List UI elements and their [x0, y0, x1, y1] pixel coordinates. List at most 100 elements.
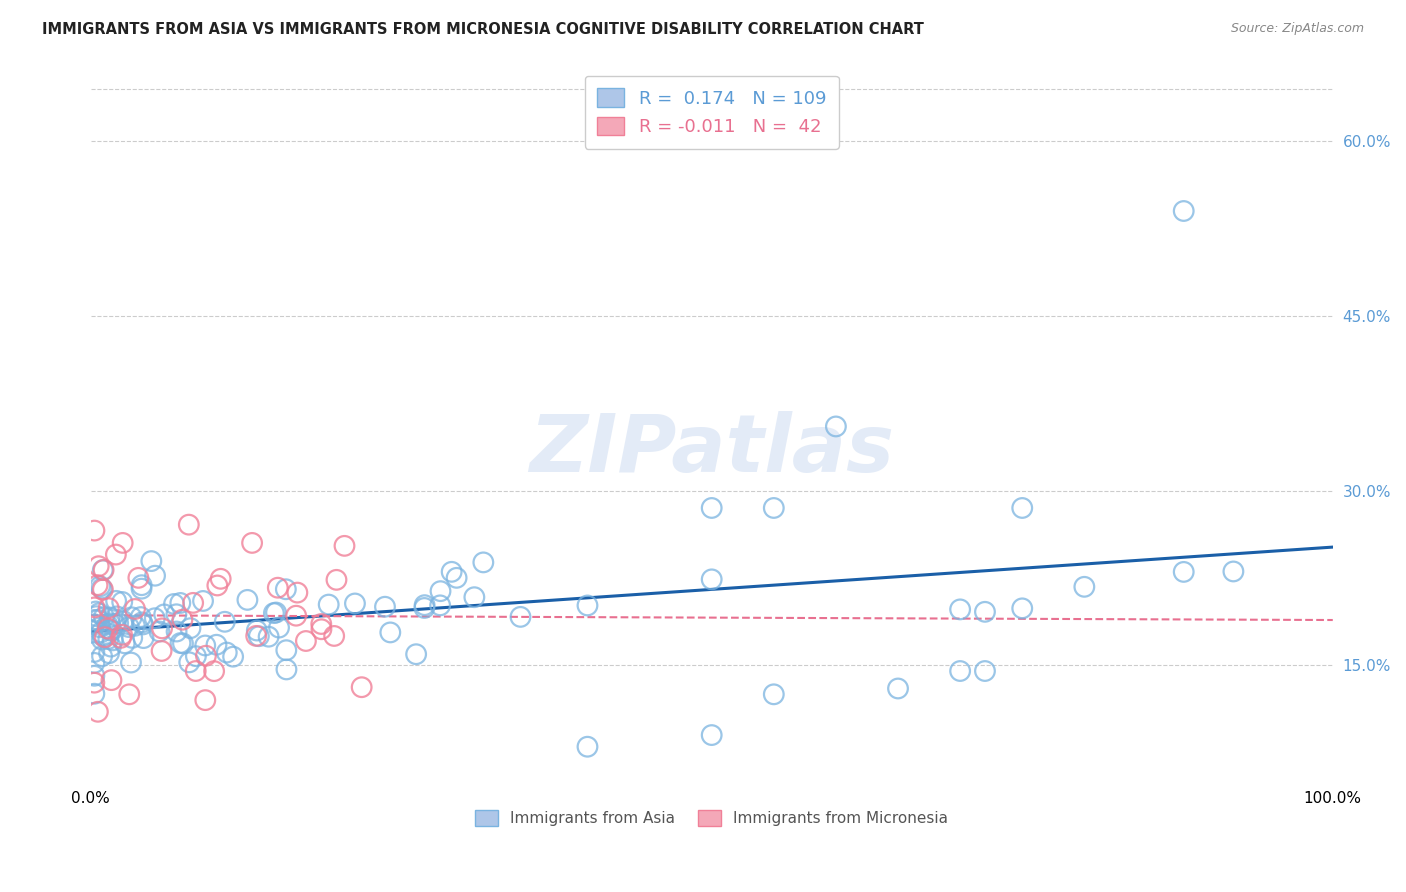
Point: [380, 625, 402, 640]
Point: [463, 591, 485, 605]
Point: [143, 611, 166, 625]
Point: [93, 610, 115, 624]
Point: [84, 605, 107, 619]
Point: [132, 631, 155, 645]
Point: [413, 601, 436, 615]
Point: [472, 555, 495, 569]
Point: [97, 622, 120, 636]
Point: [86, 609, 108, 624]
Point: [1011, 500, 1033, 515]
Point: [105, 609, 128, 624]
Point: [267, 621, 290, 635]
Point: [343, 597, 366, 611]
Point: [207, 578, 229, 592]
Point: [287, 585, 309, 599]
Point: [700, 500, 723, 515]
Point: [83, 600, 105, 615]
Point: [184, 664, 207, 678]
Point: [429, 599, 451, 613]
Point: [98, 616, 121, 631]
Point: [100, 640, 122, 654]
Point: [90, 582, 112, 596]
Point: [87, 559, 110, 574]
Point: [104, 548, 127, 562]
Point: [124, 619, 146, 633]
Point: [97, 601, 120, 615]
Point: [222, 649, 245, 664]
Point: [131, 578, 153, 592]
Point: [350, 680, 373, 694]
Point: [374, 599, 396, 614]
Point: [93, 563, 115, 577]
Point: [165, 607, 187, 622]
Point: [100, 624, 122, 638]
Point: [181, 596, 204, 610]
Point: [887, 681, 910, 696]
Point: [429, 584, 451, 599]
Point: [276, 643, 298, 657]
Point: [949, 664, 972, 678]
Point: [246, 624, 269, 638]
Point: [166, 624, 188, 639]
Point: [98, 646, 121, 660]
Point: [169, 596, 191, 610]
Point: [107, 615, 129, 630]
Point: [205, 638, 228, 652]
Point: [148, 624, 170, 639]
Point: [318, 598, 340, 612]
Point: [89, 620, 111, 634]
Point: [83, 687, 105, 701]
Point: [83, 524, 105, 538]
Point: [124, 602, 146, 616]
Point: [97, 632, 120, 646]
Point: [83, 613, 105, 627]
Point: [1073, 580, 1095, 594]
Point: [405, 647, 427, 661]
Point: [179, 656, 201, 670]
Point: [131, 582, 153, 596]
Point: [214, 615, 236, 629]
Point: [120, 656, 142, 670]
Point: [114, 636, 136, 650]
Point: [177, 517, 200, 532]
Point: [91, 649, 114, 664]
Point: [87, 607, 110, 621]
Point: [121, 631, 143, 645]
Point: [974, 605, 997, 619]
Point: [762, 687, 785, 701]
Point: [96, 617, 118, 632]
Point: [974, 664, 997, 678]
Point: [172, 636, 194, 650]
Point: [700, 573, 723, 587]
Point: [576, 599, 599, 613]
Point: [98, 610, 121, 624]
Point: [333, 539, 356, 553]
Point: [762, 500, 785, 515]
Point: [184, 649, 207, 664]
Point: [1222, 565, 1244, 579]
Text: Source: ZipAtlas.com: Source: ZipAtlas.com: [1230, 22, 1364, 36]
Text: IMMIGRANTS FROM ASIA VS IMMIGRANTS FROM MICRONESIA COGNITIVE DISABILITY CORRELAT: IMMIGRANTS FROM ASIA VS IMMIGRANTS FROM …: [42, 22, 924, 37]
Point: [87, 613, 110, 627]
Point: [90, 625, 112, 640]
Point: [143, 568, 166, 582]
Point: [325, 573, 347, 587]
Point: [91, 632, 114, 647]
Point: [172, 613, 194, 627]
Point: [150, 621, 173, 635]
Point: [83, 645, 105, 659]
Point: [83, 656, 105, 670]
Point: [83, 669, 105, 683]
Point: [825, 419, 848, 434]
Point: [83, 675, 105, 690]
Point: [285, 608, 308, 623]
Point: [141, 554, 163, 568]
Legend: Immigrants from Asia, Immigrants from Micronesia: Immigrants from Asia, Immigrants from Mi…: [465, 801, 957, 836]
Point: [194, 639, 217, 653]
Point: [1011, 601, 1033, 615]
Point: [169, 636, 191, 650]
Point: [215, 646, 238, 660]
Point: [101, 633, 124, 648]
Point: [1173, 565, 1195, 579]
Point: [446, 571, 468, 585]
